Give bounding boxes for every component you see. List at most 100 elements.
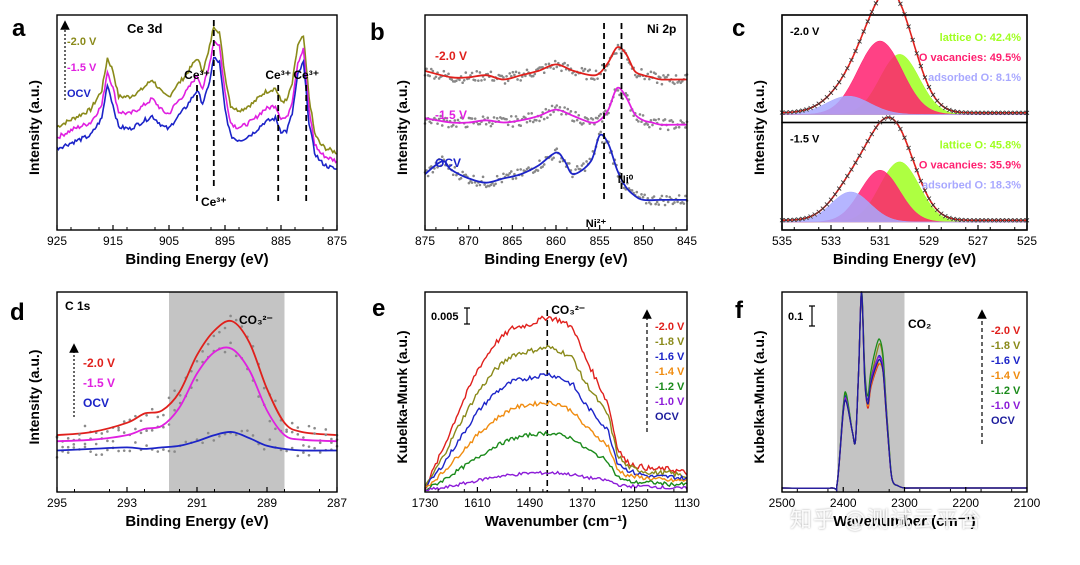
- panel-b-point: [439, 164, 442, 168]
- panel-d-point: [66, 445, 70, 449]
- panel-c-data-marker: [849, 57, 854, 63]
- panel-d-point: [218, 330, 221, 334]
- panel-b-reference-label: Ni²⁺: [586, 218, 607, 230]
- panel-b-point: [437, 157, 441, 161]
- panel-b-point: [495, 116, 499, 120]
- panel-c-xtick-label: 531: [870, 234, 890, 248]
- panel-b-point: [492, 79, 496, 82]
- panel-b-point: [481, 175, 485, 179]
- panel-f-legend-label: -1.2 V: [991, 385, 1021, 397]
- panel-b-point: [531, 120, 535, 124]
- panel-c-data-marker: [914, 168, 920, 173]
- panel-d-point: [139, 431, 143, 435]
- panel-b-point: [488, 121, 491, 124]
- panel-c-data-marker: [824, 202, 830, 207]
- panel-b-point: [459, 176, 463, 180]
- panel-d-point: [134, 441, 137, 444]
- panel-b-point: [450, 78, 453, 81]
- panel-b-point: [513, 172, 516, 176]
- panel-f-annotation: CO₂: [908, 317, 931, 331]
- panel-c-data-marker: [1008, 218, 1013, 223]
- panel-b-point: [575, 118, 579, 122]
- panel-e-xtick-label: 1610: [464, 496, 491, 510]
- panel-b-point: [516, 117, 519, 121]
- panel-b-point: [455, 125, 458, 128]
- panel-d-point: [229, 341, 232, 345]
- panel-e-legend-label: OCV: [655, 411, 680, 423]
- panel-d-point: [240, 325, 244, 328]
- panel-c-component-label: adsorbed O: 18.3%: [922, 180, 1021, 192]
- panel-c-data-marker: [820, 206, 826, 211]
- panel-b-point: [563, 106, 566, 109]
- panel-b-point: [662, 74, 665, 77]
- panel-e-series-line: [424, 315, 688, 491]
- panel-c-data-marker: [1012, 218, 1018, 223]
- panel-b-point: [428, 74, 432, 78]
- panel-c-data-marker: [787, 109, 793, 115]
- panel-d-point: [122, 420, 126, 423]
- panel-b-point: [648, 125, 651, 129]
- panel-b-point: [652, 195, 656, 198]
- panel-c-data-marker: [910, 156, 915, 162]
- panel-c-component-label: lattice O: 45.8%: [940, 140, 1022, 152]
- panel-c-data-marker: [783, 217, 789, 223]
- panel-d-panel-letter: d: [10, 299, 25, 326]
- panel-c-data-marker: [816, 101, 822, 106]
- panel-e-legend-label: -1.0 V: [655, 396, 685, 408]
- panel-c-data-marker: [947, 107, 952, 113]
- panel-c-data-marker: [971, 110, 977, 116]
- panel-c-data-marker: [959, 217, 964, 223]
- panel-b-xtick-label: 875: [415, 234, 435, 248]
- panel-c-data-marker: [963, 110, 969, 115]
- panel-b-xtick-label: 845: [677, 234, 697, 248]
- panel-b-point: [429, 121, 433, 125]
- panel-c-frame: [781, 14, 1028, 231]
- panel-b-point: [657, 117, 661, 121]
- panel-b-point: [663, 203, 667, 207]
- panel-a-reference-label: Ce³⁺: [184, 68, 210, 82]
- panel-b-point: [456, 118, 460, 122]
- panel-c-data-marker: [902, 135, 907, 140]
- panel-b-point: [616, 89, 620, 92]
- panel-b-point: [604, 69, 607, 72]
- panel-b-point: [585, 77, 588, 81]
- panel-d-xtick-label: 295: [47, 496, 67, 510]
- panel-b-point: [429, 67, 433, 71]
- panel-b-point: [506, 123, 510, 127]
- panel-b-point: [552, 67, 555, 71]
- panel-d-point: [173, 450, 176, 453]
- panel-b-point: [519, 79, 523, 82]
- panel-d-point: [128, 449, 132, 453]
- panel-a-frame: [56, 14, 338, 231]
- panel-c-panel-letter: c: [732, 15, 745, 42]
- panel-c-data-marker: [836, 186, 842, 191]
- panel-b-point: [525, 120, 529, 124]
- panel-f-legend-label: -1.0 V: [991, 400, 1021, 412]
- panel-c-data-marker: [898, 1, 903, 7]
- panel-b-point: [552, 156, 555, 160]
- panel-b-point: [585, 160, 588, 163]
- panel-b-point: [506, 173, 510, 177]
- panel-d-point: [162, 413, 165, 417]
- panel-c-data-marker: [934, 98, 940, 103]
- panel-d-point: [246, 429, 249, 432]
- panel-b-point: [580, 164, 584, 167]
- panel-d-legend-label: -1.5 V: [83, 376, 115, 390]
- panel-e-legend-label: -1.4 V: [655, 366, 685, 378]
- panel-c-data-marker: [987, 218, 993, 223]
- panel-b-point: [461, 81, 464, 84]
- panel-e-xtick-label: 1370: [569, 496, 596, 510]
- panel-e-legend-label: -1.2 V: [655, 381, 685, 393]
- panel-d-point: [117, 428, 120, 432]
- panel-c-data-marker: [914, 51, 920, 56]
- panel-e-series-line: [424, 345, 688, 488]
- panel-c-xtick-label: 535: [772, 234, 792, 248]
- panel-b-point: [640, 120, 643, 124]
- panel-c-data-marker: [947, 215, 952, 221]
- panel-a-xtick-label: 885: [271, 234, 291, 248]
- panel-c-subplot-label: -1.5 V: [790, 134, 820, 146]
- panel-c-data-marker: [951, 216, 956, 222]
- panel-c-data-marker: [1012, 110, 1018, 116]
- panel-b-point: [502, 76, 505, 79]
- panel-b-point: [594, 69, 598, 73]
